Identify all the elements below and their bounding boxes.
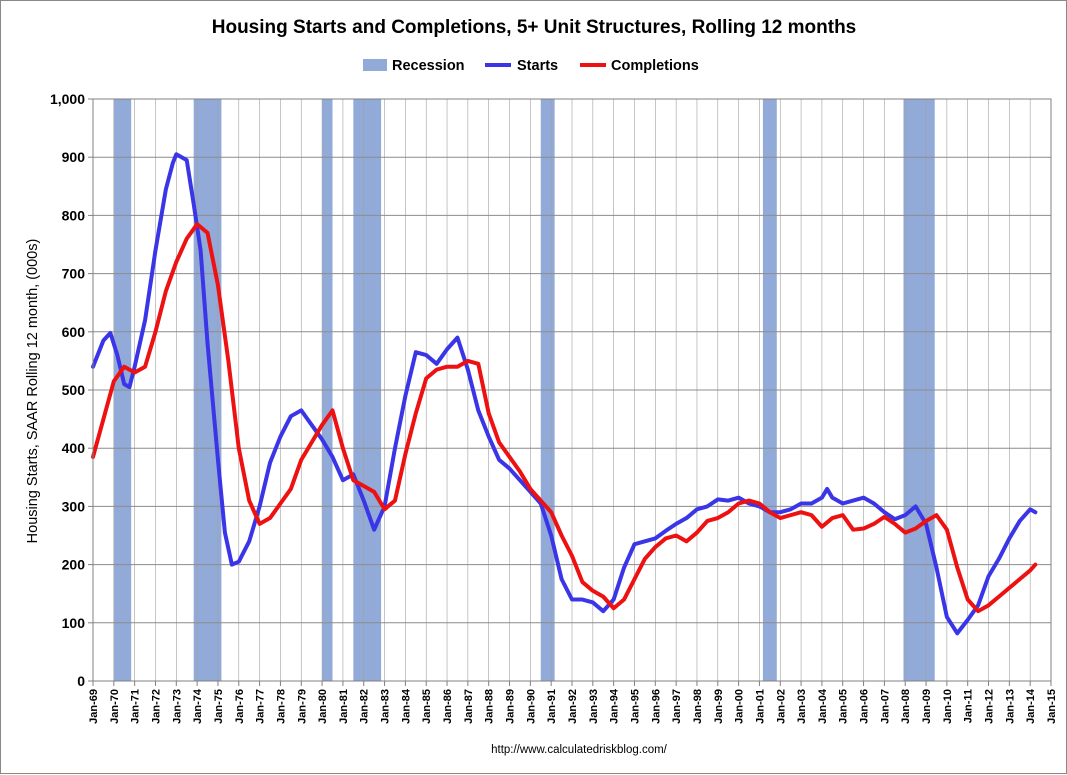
x-tick-label-11: Jan-80 [317,689,329,724]
x-tick-label-21: Jan-90 [525,689,537,724]
y-tick-label-5: 500 [62,382,86,398]
x-tick-label-39: Jan-08 [900,689,912,724]
x-tick-label-19: Jan-88 [484,689,496,724]
x-tick-label-31: Jan-00 [734,689,746,724]
x-axis-ticks: Jan-69 Jan-70 Jan-71 Jan-72 Jan-73 Jan-74 Jan-… [88,681,1058,724]
x-tick-label-5: Jan-74 [192,688,204,724]
x-tick-label-1: Jan-70 [109,689,121,724]
x-tick-label-43: Jan-12 [984,689,996,724]
y-axis-label: Housing Starts, SAAR Rolling 12 month, (… [25,239,41,544]
x-tick-label-18: Jan-87 [463,689,475,724]
x-tick-label-27: Jan-96 [650,689,662,724]
x-tick-label-0: Jan-69 [88,689,100,724]
y-tick-label-1: 100 [62,615,86,631]
x-tick-label-14: Jan-83 [380,689,392,724]
x-tick-label-13: Jan-82 [359,689,371,724]
x-tick-label-41: Jan-10 [942,689,954,724]
x-tick-label-9: Jan-78 [275,689,287,724]
x-tick-label-36: Jan-05 [838,689,850,724]
x-tick-label-26: Jan-95 [629,689,641,724]
x-tick-label-8: Jan-77 [255,689,267,724]
legend: Recession Starts Completions [363,58,699,74]
y-tick-label-10: 1,000 [50,91,85,107]
x-tick-label-44: Jan-13 [1004,689,1016,724]
x-tick-label-4: Jan-73 [171,689,183,724]
x-tick-label-28: Jan-97 [671,689,683,724]
x-tick-label-22: Jan-91 [546,689,558,724]
x-tick-label-45: Jan-14 [1025,688,1037,724]
y-tick-label-7: 700 [62,266,86,282]
x-tick-label-29: Jan-98 [692,689,704,724]
x-tick-label-12: Jan-81 [338,689,350,724]
series-line-completions [91,222,1038,614]
x-tick-label-24: Jan-93 [588,689,600,724]
legend-swatch-recession [363,59,387,71]
x-tick-label-6: Jan-75 [213,689,225,724]
x-tick-label-17: Jan-86 [442,689,454,724]
x-tick-label-38: Jan-07 [879,689,891,724]
legend-label-starts: Starts [517,58,558,74]
legend-label-completions: Completions [611,58,699,74]
plot-area [91,98,1052,682]
legend-label-recession: Recession [392,58,465,74]
gridlines [92,99,1052,681]
x-tick-label-34: Jan-03 [796,689,808,724]
x-tick-label-40: Jan-09 [921,689,933,724]
x-tick-label-15: Jan-84 [400,688,412,724]
y-tick-label-6: 600 [62,324,86,340]
x-tick-label-2: Jan-71 [130,689,142,724]
source-url: http://www.calculatedriskblog.com/ [491,744,668,756]
x-tick-label-10: Jan-79 [296,689,308,724]
y-tick-label-9: 900 [62,149,86,165]
x-tick-label-37: Jan-06 [859,689,871,724]
x-tick-label-33: Jan-02 [775,689,787,724]
x-tick-label-23: Jan-92 [567,689,579,724]
x-tick-label-46: Jan-15 [1046,689,1058,724]
y-tick-label-0: 0 [77,673,85,689]
x-tick-label-42: Jan-11 [963,689,975,723]
series-lines [91,152,1038,636]
x-tick-label-35: Jan-04 [817,688,829,724]
y-tick-label-4: 400 [62,440,86,456]
x-tick-label-32: Jan-01 [754,689,766,724]
x-tick-label-30: Jan-99 [713,689,725,724]
y-tick-label-3: 300 [62,498,86,514]
series-line-starts [91,152,1038,636]
x-tick-label-16: Jan-85 [421,689,433,724]
x-tick-label-20: Jan-89 [505,689,517,724]
y-tick-label-8: 800 [62,207,86,223]
chart-title: Housing Starts and Completions, 5+ Unit … [212,17,857,38]
x-tick-label-25: Jan-94 [609,688,621,724]
y-axis-ticks: 0 100 200 300 400 500 600 700 800 900 1,000 [50,91,93,689]
x-tick-label-3: Jan-72 [150,689,162,724]
x-tick-label-7: Jan-76 [234,689,246,724]
y-tick-label-2: 200 [62,557,86,573]
